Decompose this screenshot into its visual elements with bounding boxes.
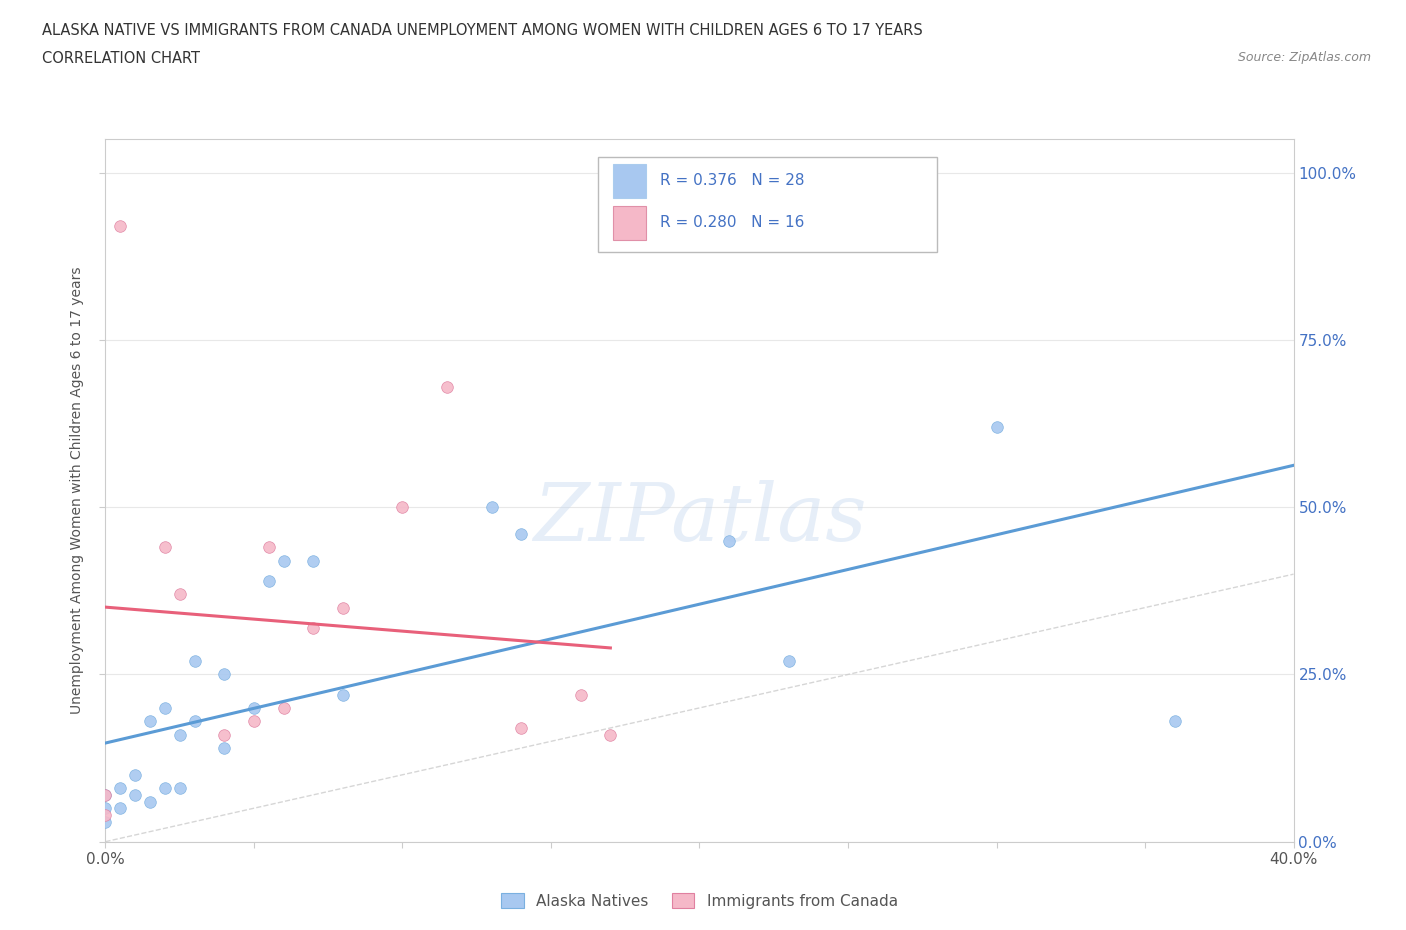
Point — [778, 654, 800, 669]
Point — [273, 700, 295, 715]
Point — [436, 379, 458, 394]
Point — [94, 814, 117, 829]
Point — [332, 600, 354, 615]
Point — [718, 533, 741, 548]
Point — [273, 553, 295, 568]
Point — [94, 788, 117, 803]
Text: ZIPatlas: ZIPatlas — [533, 480, 866, 557]
Point — [94, 807, 117, 822]
Point — [391, 499, 413, 514]
Point — [302, 553, 325, 568]
Point — [183, 654, 205, 669]
Point — [569, 687, 592, 702]
Point — [257, 574, 280, 589]
Point — [986, 419, 1008, 434]
Point — [332, 687, 354, 702]
Point — [94, 788, 117, 803]
Legend: Alaska Natives, Immigrants from Canada: Alaska Natives, Immigrants from Canada — [495, 886, 904, 915]
Point — [110, 801, 132, 816]
Text: R = 0.376   N = 28: R = 0.376 N = 28 — [661, 173, 804, 188]
Point — [214, 727, 236, 742]
Point — [302, 620, 325, 635]
Point — [124, 767, 146, 782]
Point — [1164, 714, 1187, 729]
Point — [153, 540, 176, 555]
Point — [510, 721, 533, 736]
Point — [139, 714, 162, 729]
Point — [110, 780, 132, 795]
Text: R = 0.280   N = 16: R = 0.280 N = 16 — [661, 215, 804, 230]
Point — [214, 667, 236, 682]
Y-axis label: Unemployment Among Women with Children Ages 6 to 17 years: Unemployment Among Women with Children A… — [70, 267, 84, 714]
Point — [124, 788, 146, 803]
Point — [243, 714, 266, 729]
Point — [94, 801, 117, 816]
Text: Source: ZipAtlas.com: Source: ZipAtlas.com — [1237, 51, 1371, 64]
Point — [214, 740, 236, 755]
Text: ALASKA NATIVE VS IMMIGRANTS FROM CANADA UNEMPLOYMENT AMONG WOMEN WITH CHILDREN A: ALASKA NATIVE VS IMMIGRANTS FROM CANADA … — [42, 23, 922, 38]
Point — [243, 700, 266, 715]
Point — [110, 219, 132, 233]
Point — [153, 700, 176, 715]
Point — [599, 727, 621, 742]
FancyBboxPatch shape — [613, 206, 645, 240]
Point — [481, 499, 503, 514]
Point — [169, 587, 191, 602]
FancyBboxPatch shape — [599, 157, 936, 252]
FancyBboxPatch shape — [613, 164, 645, 198]
Point — [169, 727, 191, 742]
Point — [169, 780, 191, 795]
Point — [510, 526, 533, 541]
Point — [153, 780, 176, 795]
Point — [257, 540, 280, 555]
Point — [183, 714, 205, 729]
Point — [139, 794, 162, 809]
Text: CORRELATION CHART: CORRELATION CHART — [42, 51, 200, 66]
